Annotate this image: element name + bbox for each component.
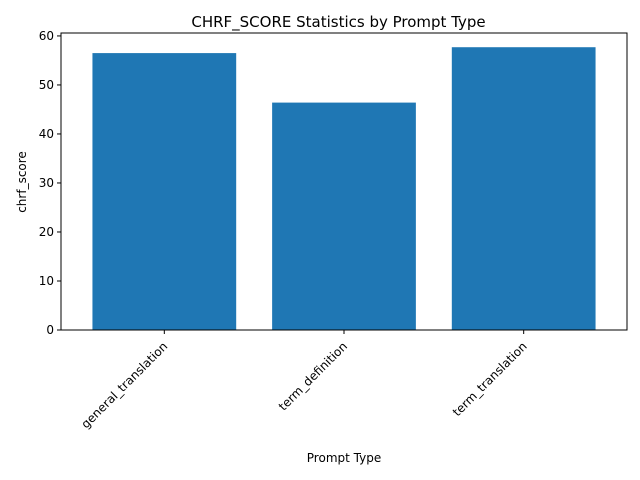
y-tick-label: 10 (39, 274, 54, 288)
y-axis-label: chrf_score (15, 151, 29, 213)
x-axis-ticks: general_translation term_definition term_t… (78, 330, 530, 431)
chart-title: CHRF_SCORE Statistics by Prompt Type (191, 13, 485, 32)
bar-term-definition (272, 102, 416, 331)
y-axis-ticks: 0 10 20 30 40 50 60 (39, 29, 61, 337)
x-tick-label-term-translation: term_translation (450, 339, 530, 419)
bar-term-translation (451, 47, 596, 331)
x-tick-label-general-translation: general_translation (78, 339, 170, 431)
y-tick-label: 20 (39, 225, 54, 239)
y-tick-label: 60 (39, 29, 54, 43)
x-tick-label-term-definition: term_definition (276, 339, 350, 413)
y-tick-label: 40 (39, 127, 54, 141)
y-tick-label: 0 (46, 323, 54, 337)
bars-group (92, 47, 596, 331)
y-tick-label: 50 (39, 78, 54, 92)
plot-frame (60, 32, 628, 331)
y-tick-label: 30 (39, 176, 54, 190)
x-axis-label: Prompt Type (307, 451, 381, 465)
bar-general-translation (92, 53, 237, 331)
